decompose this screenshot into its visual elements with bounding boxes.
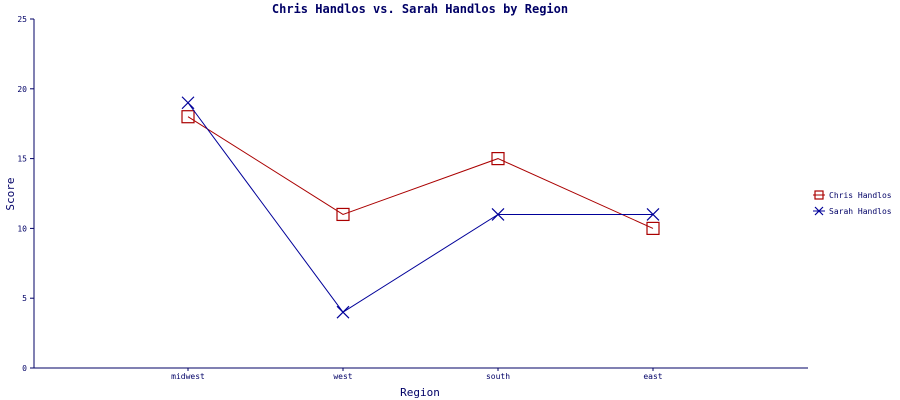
y-tick-label: 0 — [22, 364, 27, 373]
x-tick-label-midwest: midwest — [171, 372, 205, 381]
series-chris-handlos — [181, 110, 660, 235]
series-line-chris-handlos — [187, 116, 654, 229]
y-ticks: 0 5 10 15 20 25 — [17, 15, 34, 373]
axes — [33, 19, 808, 369]
y-tick-label: 20 — [17, 85, 27, 94]
x-tick-label-south: south — [486, 372, 510, 381]
series-sarah-handlos — [181, 96, 660, 319]
data-point-chris-handlos-west — [336, 207, 350, 222]
y-tick-label: 10 — [17, 224, 27, 233]
x-tick-label-west: west — [333, 372, 352, 381]
legend-label-sarah-handlos: Sarah Handlos — [829, 207, 892, 216]
series-line-sarah-handlos — [187, 102, 653, 313]
data-point-chris-handlos-midwest — [181, 110, 195, 124]
chart-title: Chris Handlos vs. Sarah Handlos by Regio… — [272, 2, 568, 16]
y-tick-label: 15 — [17, 155, 27, 164]
data-point-sarah-handlos-south — [491, 208, 505, 221]
legend-item-chris-handlos: Chris Handlos — [813, 190, 892, 200]
data-point-sarah-handlos-west — [336, 305, 350, 319]
data-point-sarah-handlos-midwest — [181, 96, 195, 110]
legend-marker — [814, 206, 824, 216]
y-tick-label: 25 — [17, 15, 27, 24]
series — [181, 96, 660, 319]
y-axis-label: Score — [4, 177, 17, 210]
y-tick-label: 5 — [22, 294, 27, 303]
legend: Chris Handlos Sarah Handlos — [813, 190, 892, 216]
x-ticks: midwest west south east — [171, 368, 663, 381]
legend-marker — [814, 190, 824, 200]
data-point-chris-handlos-south — [491, 152, 505, 166]
data-point-chris-handlos-east — [646, 221, 660, 235]
legend-item-sarah-handlos: Sarah Handlos — [813, 206, 892, 216]
x-tick-label-east: east — [643, 372, 662, 381]
data-point-sarah-handlos-east — [646, 208, 660, 221]
legend-label-chris-handlos: Chris Handlos — [829, 191, 892, 200]
x-axis-label: Region — [400, 386, 440, 399]
